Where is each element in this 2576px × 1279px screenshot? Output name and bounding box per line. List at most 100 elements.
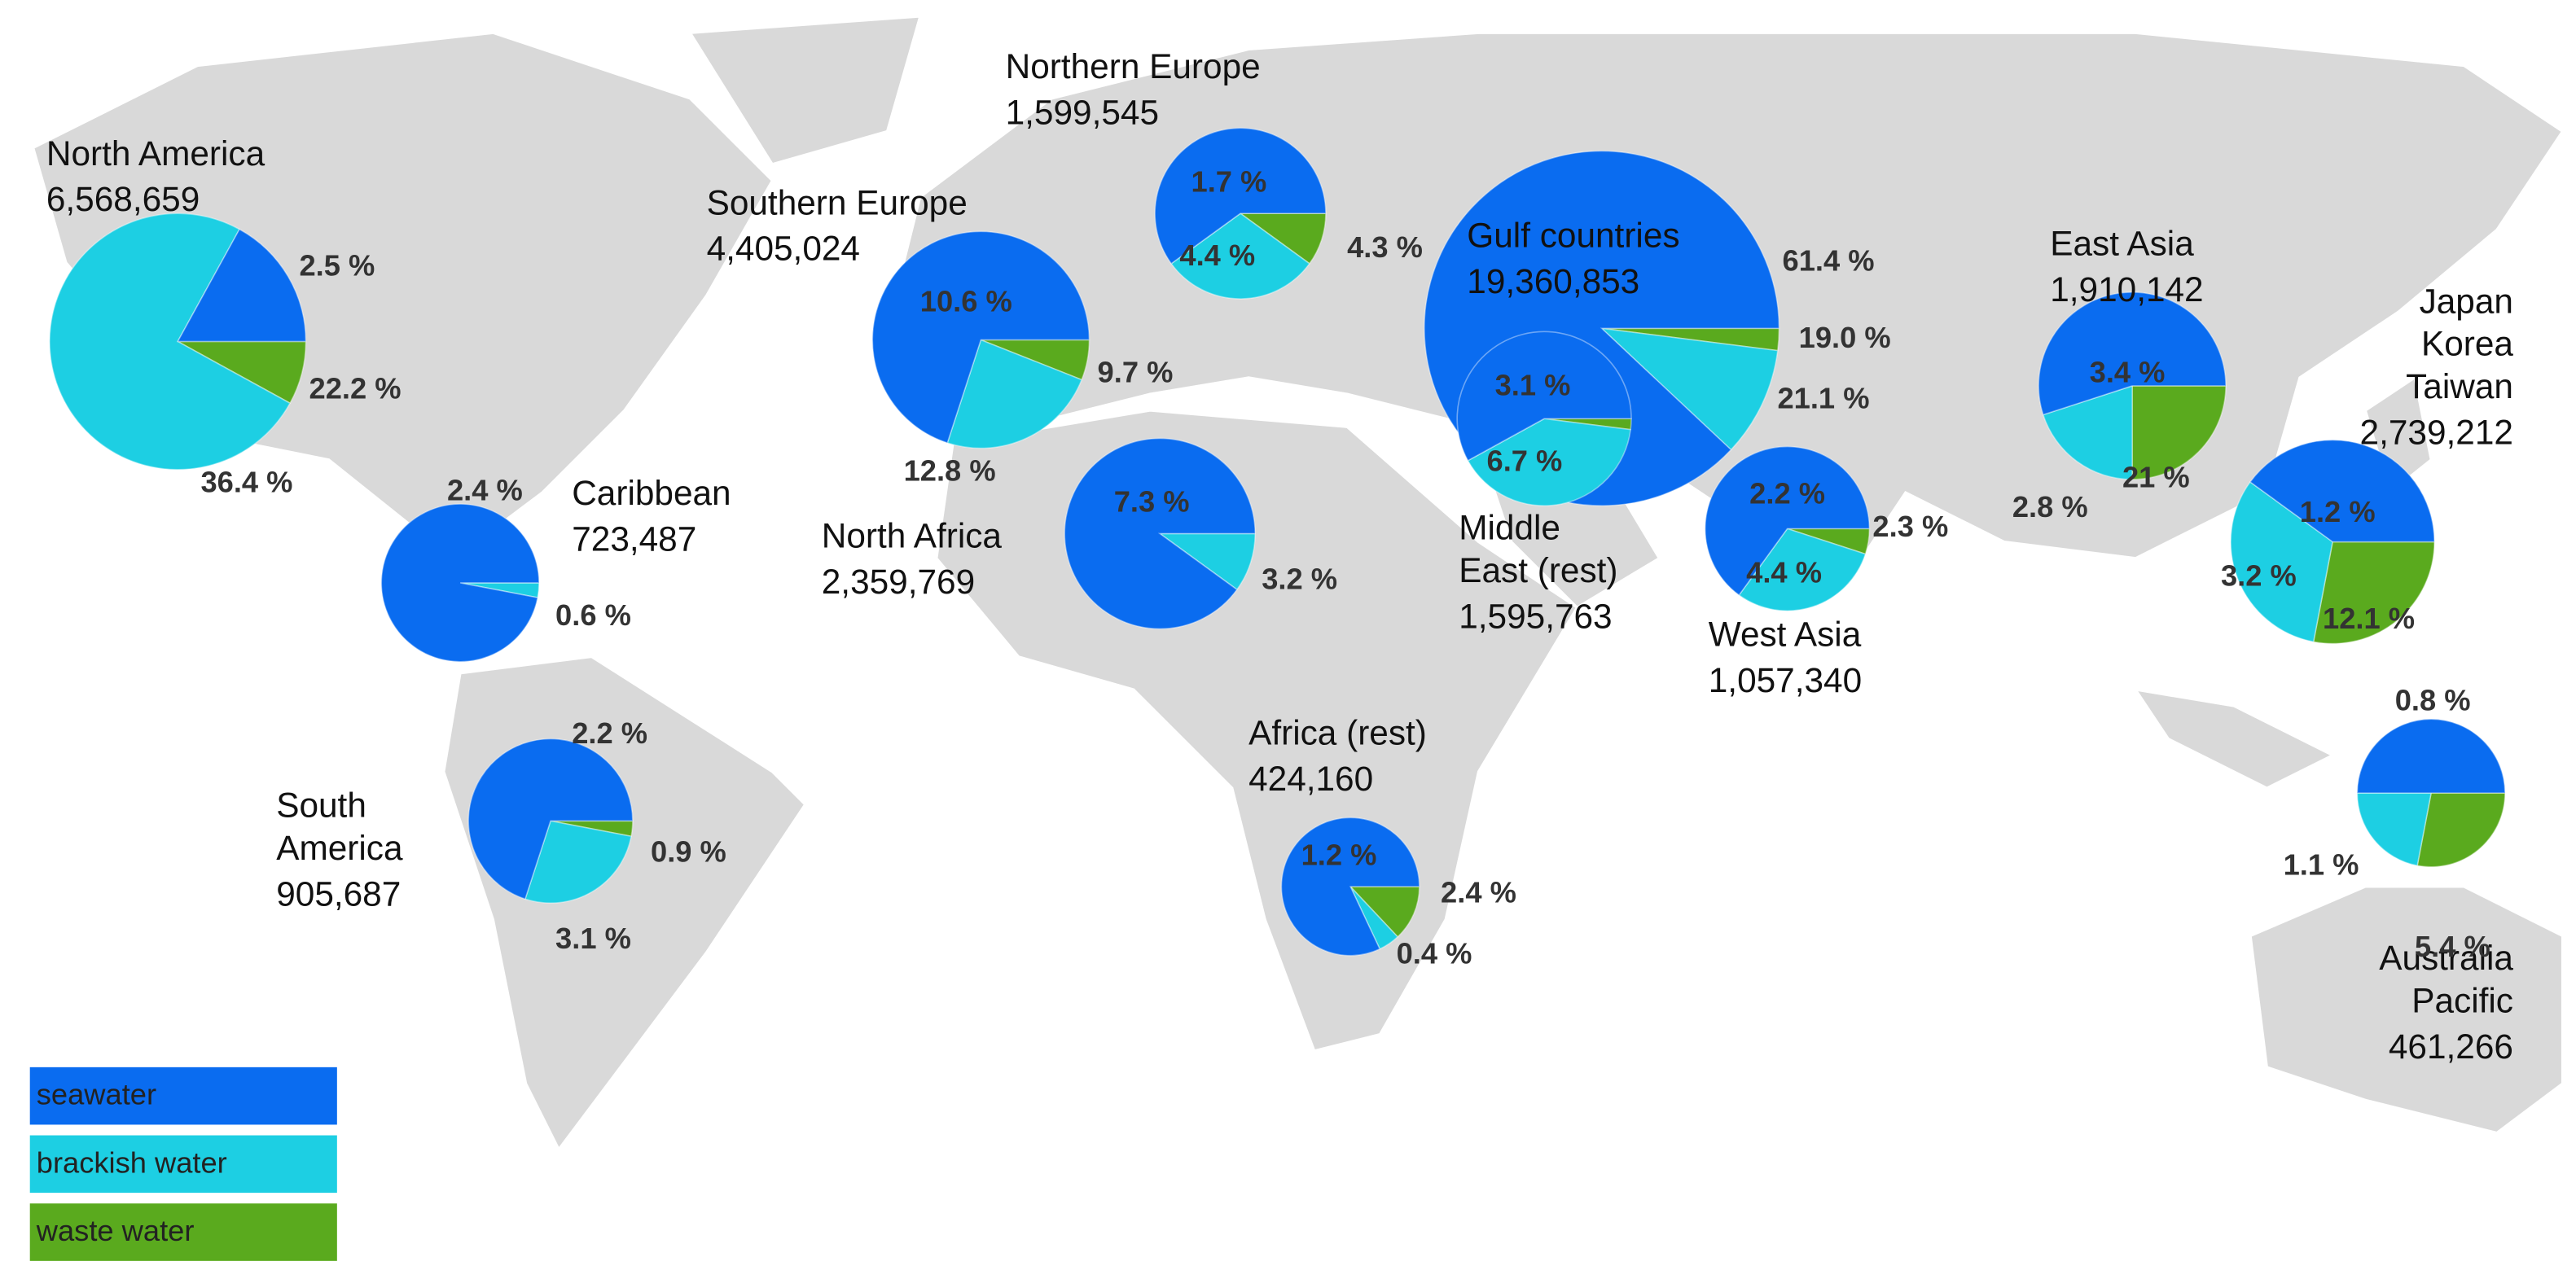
legend-label: waste water — [36, 1214, 195, 1247]
land — [2132, 687, 2336, 790]
region-capacity: 723,487 — [572, 520, 696, 558]
legend-swatch — [29, 1067, 337, 1125]
pie-slice — [49, 212, 292, 471]
share-label: 61.4 % — [1783, 243, 1875, 277]
share-label: 1.2 % — [2300, 495, 2376, 528]
share-label: 1.2 % — [1301, 838, 1377, 871]
share-label: 2.2 % — [1749, 477, 1825, 510]
pie-slice — [176, 228, 307, 343]
pie-slice — [2042, 384, 2133, 480]
region-capacity: 2,739,212 — [2360, 414, 2513, 452]
share-label: 21.1 % — [1777, 382, 1869, 415]
region-name: Southern Europe — [707, 183, 968, 221]
region-name: Middle — [1459, 509, 1560, 547]
share-label: 9.7 % — [1098, 355, 1174, 388]
share-label: 3.1 % — [555, 922, 631, 955]
region-name: Northern Europe — [1006, 47, 1261, 85]
region-name: West Asia — [1709, 615, 1862, 654]
share-label: 10.6 % — [920, 285, 1012, 318]
pie-slice — [177, 340, 307, 405]
region-capacity: 1,910,142 — [2050, 270, 2203, 309]
region-name: Australia — [2379, 939, 2513, 977]
share-label: 3.2 % — [1262, 563, 1337, 596]
legend-swatch — [29, 1203, 337, 1261]
pie-slice — [2038, 291, 2227, 416]
region-capacity: 4,405,024 — [707, 230, 860, 268]
pie-slice — [2416, 792, 2506, 868]
pie-slice — [1705, 445, 1871, 597]
region-name: East (rest) — [1459, 551, 1617, 589]
share-label: 2.8 % — [2012, 490, 2088, 523]
region-capacity: 2,359,769 — [822, 563, 975, 601]
pie-slice — [1238, 212, 1327, 265]
region-capacity: 1,057,340 — [1709, 661, 1862, 699]
share-label: 2.2 % — [572, 716, 647, 750]
pie-slice — [459, 582, 540, 599]
share-label: 36.4 % — [200, 466, 292, 499]
pie-slice — [2131, 385, 2227, 480]
region-name: Taiwan — [2406, 367, 2513, 405]
region-capacity: 1,599,545 — [1006, 93, 1159, 131]
legend-label: seawater — [37, 1078, 156, 1111]
share-label: 2.4 % — [1441, 876, 1516, 909]
pie-slice — [1467, 418, 1632, 506]
share-label: 0.6 % — [555, 598, 631, 632]
region-capacity: 424,160 — [1249, 760, 1373, 798]
share-label: 3.4 % — [2090, 355, 2166, 388]
share-label: 22.2 % — [309, 372, 402, 405]
region-name: America — [276, 829, 403, 867]
pie-slice — [1349, 886, 1399, 950]
share-label: 2.4 % — [447, 474, 523, 507]
pie-slice — [467, 738, 634, 900]
pie-slice — [2356, 718, 2506, 794]
share-label: 1.7 % — [1191, 164, 1267, 198]
pie-slice — [1170, 212, 1310, 300]
region-name: Pacific — [2411, 981, 2513, 1019]
pie-slice — [2312, 541, 2435, 645]
pie-slice — [946, 339, 1083, 449]
land — [2249, 885, 2564, 1135]
share-label: 1.1 % — [2284, 848, 2359, 881]
region-capacity: 19,360,853 — [1467, 262, 1639, 300]
share-label: 3.1 % — [1495, 369, 1571, 402]
pie-slice — [2356, 792, 2433, 867]
region-capacity: 905,687 — [276, 874, 401, 913]
share-label: 2.5 % — [299, 248, 375, 282]
share-label: 0.9 % — [651, 834, 726, 868]
pie-slice — [1456, 331, 1632, 462]
pie-slice — [1064, 437, 1256, 630]
share-label: 21 % — [2122, 460, 2190, 493]
region-name: North Africa — [822, 517, 1003, 555]
pie-slice — [871, 230, 1091, 445]
pie-slice — [524, 820, 632, 904]
pie-slice — [1154, 127, 1327, 265]
share-label: 12.8 % — [904, 453, 996, 487]
share-label: 2.3 % — [1872, 510, 1948, 543]
pie-slice — [1544, 418, 1632, 431]
legend-swatch — [29, 1135, 337, 1194]
pie-slice — [2230, 480, 2334, 643]
pie-slice — [1280, 817, 1420, 957]
share-label: 0.4 % — [1397, 936, 1472, 970]
share-label: 4.4 % — [1179, 239, 1255, 272]
pie-slice — [1600, 327, 1779, 451]
share-label: 4.3 % — [1347, 230, 1423, 264]
pie-slice — [2249, 439, 2435, 543]
share-label: 3.2 % — [2221, 558, 2297, 592]
region-capacity: 6,568,659 — [46, 180, 200, 218]
pie-slice — [981, 339, 1091, 381]
share-label: 7.3 % — [1114, 485, 1190, 519]
region-name: Japan — [2420, 282, 2513, 320]
land — [687, 15, 922, 166]
region-capacity: 1,595,763 — [1459, 597, 1612, 635]
region-name: South — [276, 786, 366, 824]
pie-slice — [1601, 327, 1780, 352]
pie-slice — [550, 820, 634, 838]
pie-slice — [1738, 528, 1867, 611]
pie-slice — [1787, 528, 1871, 555]
share-label: 6.7 % — [1487, 444, 1563, 477]
pie-slice — [380, 503, 540, 663]
pie-slice — [1157, 532, 1256, 591]
region-name: Africa (rest) — [1249, 714, 1427, 752]
